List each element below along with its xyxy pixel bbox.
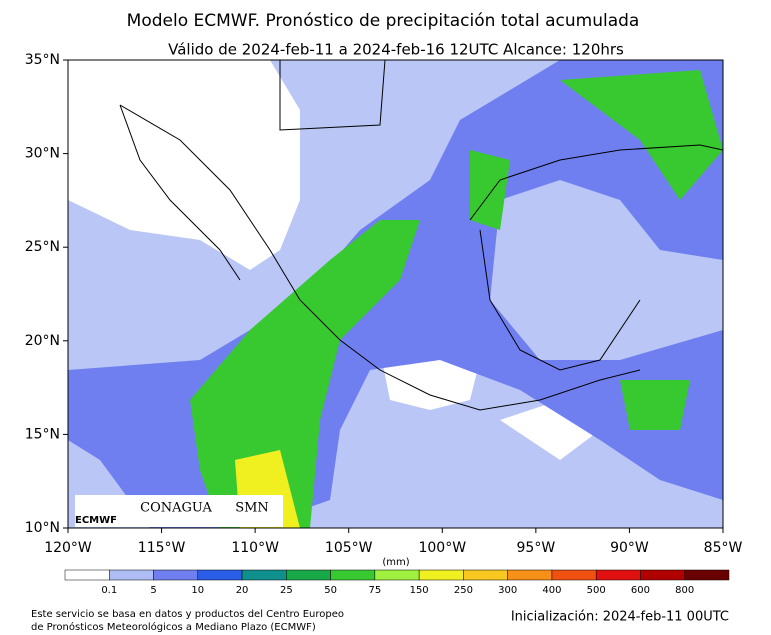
y-tick-label: 35°N xyxy=(25,52,60,68)
colorbar-swatch xyxy=(241,569,287,581)
y-tick-label: 15°N xyxy=(25,426,60,442)
colorbar-label: 300 xyxy=(498,585,517,596)
x-tick-label: 90°W xyxy=(610,540,649,556)
x-tick-label: 85°W xyxy=(704,540,743,556)
title: Modelo ECMWF. Pronóstico de precipitació… xyxy=(127,11,640,31)
colorbar-label: 25 xyxy=(280,585,293,596)
y-tick-label: 30°N xyxy=(25,146,60,162)
colorbar-swatch xyxy=(507,569,553,581)
rain-band xyxy=(470,150,510,230)
colorbar-swatch xyxy=(109,569,154,581)
colorbar-label: 800 xyxy=(675,585,694,596)
logo: ECMWF xyxy=(75,515,117,526)
source-text: de Pronósticos Meteorológicos a Mediano … xyxy=(31,621,316,633)
rain-band xyxy=(560,70,723,200)
rain-band xyxy=(190,220,420,528)
x-tick-label: 115°W xyxy=(138,540,186,556)
colorbar-label: 600 xyxy=(631,585,650,596)
x-tick-label: 110°W xyxy=(231,540,279,556)
y-tick-label: 10°N xyxy=(25,520,60,536)
map: ECMWF CONAGUA SMN xyxy=(67,59,724,529)
colorbar-label: 5 xyxy=(150,585,156,596)
x-tick-label: 95°W xyxy=(517,540,556,556)
rain-band xyxy=(620,380,690,430)
colorbar-label: 0.1 xyxy=(101,585,117,596)
colorbar-swatch xyxy=(418,569,464,581)
colorbar-swatch xyxy=(463,569,508,581)
colorbar-swatch xyxy=(286,569,331,581)
x-tick-label: 120°W xyxy=(44,540,92,556)
x-tick-label: 100°W xyxy=(418,540,466,556)
colorbar-swatch xyxy=(153,569,199,581)
colorbar-label: 150 xyxy=(410,585,429,596)
colorbar-unit: (mm) xyxy=(382,557,409,568)
dry-area xyxy=(68,60,300,270)
coastline xyxy=(119,59,724,411)
source-text: Este servicio se basa en datos y product… xyxy=(31,609,344,620)
colorbar-swatch xyxy=(640,569,685,581)
subtitle: Válido de 2024-feb-11 a 2024-feb-16 12UT… xyxy=(168,41,624,59)
y-tick-label: 25°N xyxy=(25,239,60,255)
colorbar-label: 400 xyxy=(542,585,561,596)
colorbar-label: 20 xyxy=(236,585,249,596)
colorbar-swatch xyxy=(197,569,243,581)
colorbar-swatch xyxy=(684,569,730,581)
colorbar-label: 10 xyxy=(191,585,204,596)
colorbar-label: 250 xyxy=(454,585,473,596)
logo-box xyxy=(75,495,283,527)
colorbar-swatch xyxy=(374,569,420,581)
x-tick-label: 105°W xyxy=(325,540,373,556)
map-frame xyxy=(67,59,724,529)
colorbar-swatch xyxy=(64,569,110,581)
colorbar-label: 500 xyxy=(587,585,606,596)
logo: SMN xyxy=(235,501,269,516)
colorbar-swatch xyxy=(551,569,597,581)
init-time: Inicialización: 2024-feb-11 00UTC xyxy=(511,610,729,625)
colorbar-label: 75 xyxy=(368,585,381,596)
colorbar-swatch xyxy=(595,569,641,581)
y-tick-label: 20°N xyxy=(25,333,60,349)
logo: CONAGUA xyxy=(140,501,212,516)
colorbar-label: 50 xyxy=(324,585,337,596)
colorbar-swatch xyxy=(330,569,376,581)
